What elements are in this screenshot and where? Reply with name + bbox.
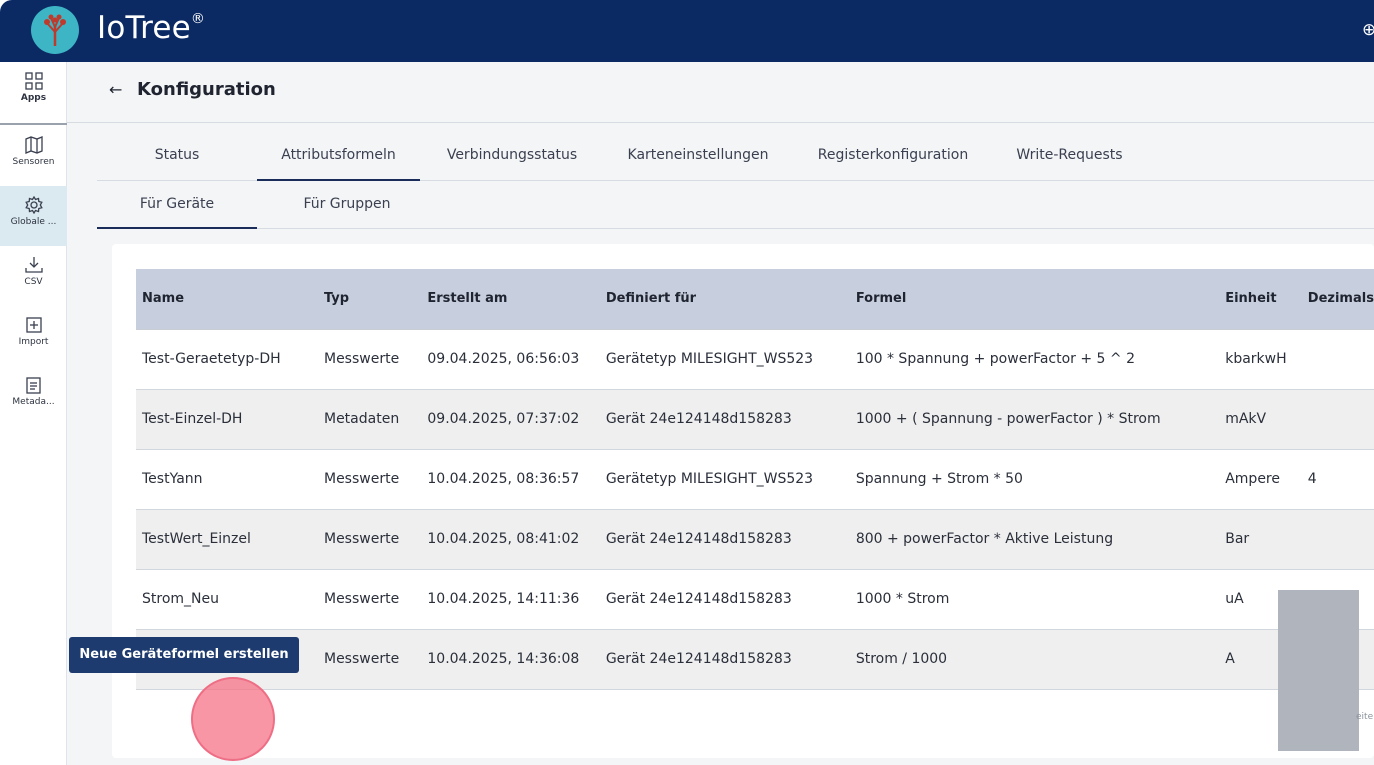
arrow-left-icon[interactable]: ← xyxy=(109,80,123,99)
grid-icon xyxy=(24,72,43,90)
cell-formel: 100 * Spannung + powerFactor + 5 ^ 2 xyxy=(849,329,1220,390)
cell-typ: Messwerte xyxy=(317,569,422,630)
column-header-formel[interactable]: Formel xyxy=(849,269,1220,330)
cell-einheit: kbarkwH xyxy=(1219,329,1302,390)
cell-einheit: mAkV xyxy=(1219,389,1302,450)
sidebar-label: Sensoren xyxy=(12,157,55,167)
top-bar: IoTree® ⊕ xyxy=(0,0,1374,62)
tab-write-requests[interactable]: Write-Requests xyxy=(1016,147,1123,163)
sidebar-item-globale[interactable]: Globale ... xyxy=(0,186,67,246)
table-row[interactable]: Strom_Neu_Neu Messwerte 10.04.2025, 14:3… xyxy=(136,629,1374,690)
globe-icon[interactable]: ⊕ xyxy=(1362,20,1374,40)
cell-name: Test-Einzel-DH xyxy=(136,389,318,450)
tab-karteneinstellungen[interactable]: Karteneinstellungen xyxy=(627,147,769,163)
sidebar: Apps Sensoren Globale ... CSV Import Met… xyxy=(0,62,67,765)
cell-name: TestWert_Einzel xyxy=(136,509,318,570)
sidebar-item-apps[interactable]: Apps xyxy=(0,62,67,122)
cell-erstellt-am: 10.04.2025, 08:36:57 xyxy=(421,449,600,510)
cell-formel: 800 + powerFactor * Aktive Leistung xyxy=(849,509,1220,570)
download-icon xyxy=(24,257,43,273)
page-title: Konfiguration xyxy=(137,79,276,100)
cell-erstellt-am: 09.04.2025, 06:56:03 xyxy=(421,329,600,390)
sidebar-item-metadaten[interactable]: Metada... xyxy=(0,366,67,426)
subtab-bar: Für Geräte Für Gruppen xyxy=(97,182,1374,229)
table-row[interactable]: Test-Einzel-DH Metadaten 09.04.2025, 07:… xyxy=(136,389,1374,450)
cell-definiert-fuer: Gerät 24e124148d158283 xyxy=(599,569,850,630)
column-header-definiert-fuer[interactable]: Definiert für xyxy=(599,269,850,330)
formula-table: Name Typ Erstellt am Definiert für Forme… xyxy=(136,269,1374,690)
column-header-erstellt-am[interactable]: Erstellt am xyxy=(421,269,600,330)
cell-typ: Metadaten xyxy=(317,389,422,450)
sidebar-label: Apps xyxy=(20,93,47,103)
gear-icon xyxy=(24,196,43,214)
cell-definiert-fuer: Gerät 24e124148d158283 xyxy=(599,509,850,570)
table-row[interactable]: TestWert_Einzel Messwerte 10.04.2025, 08… xyxy=(136,509,1374,570)
document-icon xyxy=(25,377,41,394)
page-header: ← Konfiguration xyxy=(67,62,1374,122)
sidebar-divider xyxy=(0,123,67,125)
cell-typ: Messwerte xyxy=(317,449,422,510)
cell-dezimals: 4 xyxy=(1301,449,1374,510)
table-row[interactable]: Strom_Neu Messwerte 10.04.2025, 14:11:36… xyxy=(136,569,1374,630)
import-icon xyxy=(25,317,42,333)
column-header-typ[interactable]: Typ xyxy=(317,269,422,330)
brand-title: IoTree® xyxy=(97,10,205,46)
subtab-fuer-geraete[interactable]: Für Geräte xyxy=(97,182,257,229)
table-row[interactable]: TestYann Messwerte 10.04.2025, 08:36:57 … xyxy=(136,449,1374,510)
column-header-einheit[interactable]: Einheit xyxy=(1219,269,1302,330)
column-header-dezimals[interactable]: Dezimals xyxy=(1301,269,1374,330)
cell-formel: 1000 * Strom xyxy=(849,569,1220,630)
sidebar-label: Import xyxy=(18,337,49,347)
cell-name: Strom_Neu xyxy=(136,569,318,630)
cell-erstellt-am: 09.04.2025, 07:37:02 xyxy=(421,389,600,450)
tree-logo-icon[interactable] xyxy=(31,6,79,54)
tab-verbindungsstatus[interactable]: Verbindungsstatus xyxy=(446,147,578,163)
cell-definiert-fuer: Gerät 24e124148d158283 xyxy=(599,629,850,690)
cell-typ: Messwerte xyxy=(317,329,422,390)
cell-formel: Strom / 1000 xyxy=(849,629,1220,690)
cell-dezimals xyxy=(1301,329,1374,390)
overlay-panel xyxy=(1278,590,1359,751)
tab-status[interactable]: Status xyxy=(154,147,200,163)
cell-einheit: Bar xyxy=(1219,509,1302,570)
cell-dezimals xyxy=(1301,509,1374,570)
sidebar-item-csv[interactable]: CSV xyxy=(0,246,67,306)
cell-definiert-fuer: Gerätetyp MILESIGHT_WS523 xyxy=(599,329,850,390)
column-header-name[interactable]: Name xyxy=(136,269,318,330)
tab-registerkonfiguration[interactable]: Registerkonfiguration xyxy=(817,147,969,163)
cell-formel: Spannung + Strom * 50 xyxy=(849,449,1220,510)
sidebar-label: CSV xyxy=(24,277,43,287)
map-icon xyxy=(24,136,43,154)
cell-definiert-fuer: Gerät 24e124148d158283 xyxy=(599,389,850,450)
cell-name: TestYann xyxy=(136,449,318,510)
tab-attributsformeln[interactable]: Attributsformeln xyxy=(257,124,420,181)
tab-bar: Status Attributsformeln Verbindungsstatu… xyxy=(97,124,1374,181)
subtab-fuer-gruppen[interactable]: Für Gruppen xyxy=(303,196,391,212)
cell-formel: 1000 + ( Spannung - powerFactor ) * Stro… xyxy=(849,389,1220,450)
create-device-formula-button[interactable]: Neue Geräteformel erstellen xyxy=(69,637,299,673)
registered-mark: ® xyxy=(190,10,206,27)
sidebar-item-import[interactable]: Import xyxy=(0,306,67,366)
cell-definiert-fuer: Gerätetyp MILESIGHT_WS523 xyxy=(599,449,850,510)
cell-name: Test-Geraetetyp-DH xyxy=(136,329,318,390)
cell-erstellt-am: 10.04.2025, 14:11:36 xyxy=(421,569,600,630)
sidebar-label: Globale ... xyxy=(10,217,57,227)
table-header-row: Name Typ Erstellt am Definiert für Forme… xyxy=(136,269,1374,330)
cell-erstellt-am: 10.04.2025, 14:36:08 xyxy=(421,629,600,690)
formula-card: Name Typ Erstellt am Definiert für Forme… xyxy=(112,244,1374,758)
cell-erstellt-am: 10.04.2025, 08:41:02 xyxy=(421,509,600,570)
click-indicator xyxy=(191,677,275,761)
sidebar-item-sensoren[interactable]: Sensoren xyxy=(0,126,67,186)
divider xyxy=(67,122,1374,123)
cell-typ: Messwerte xyxy=(317,509,422,570)
brand-name: IoTree xyxy=(97,10,191,46)
cell-einheit: Ampere xyxy=(1219,449,1302,510)
cell-typ: Messwerte xyxy=(317,629,422,690)
pagination-text-partial: eite xyxy=(1356,712,1374,722)
table-row[interactable]: Test-Geraetetyp-DH Messwerte 09.04.2025,… xyxy=(136,329,1374,390)
cell-dezimals xyxy=(1301,389,1374,450)
sidebar-label: Metada... xyxy=(12,397,55,407)
